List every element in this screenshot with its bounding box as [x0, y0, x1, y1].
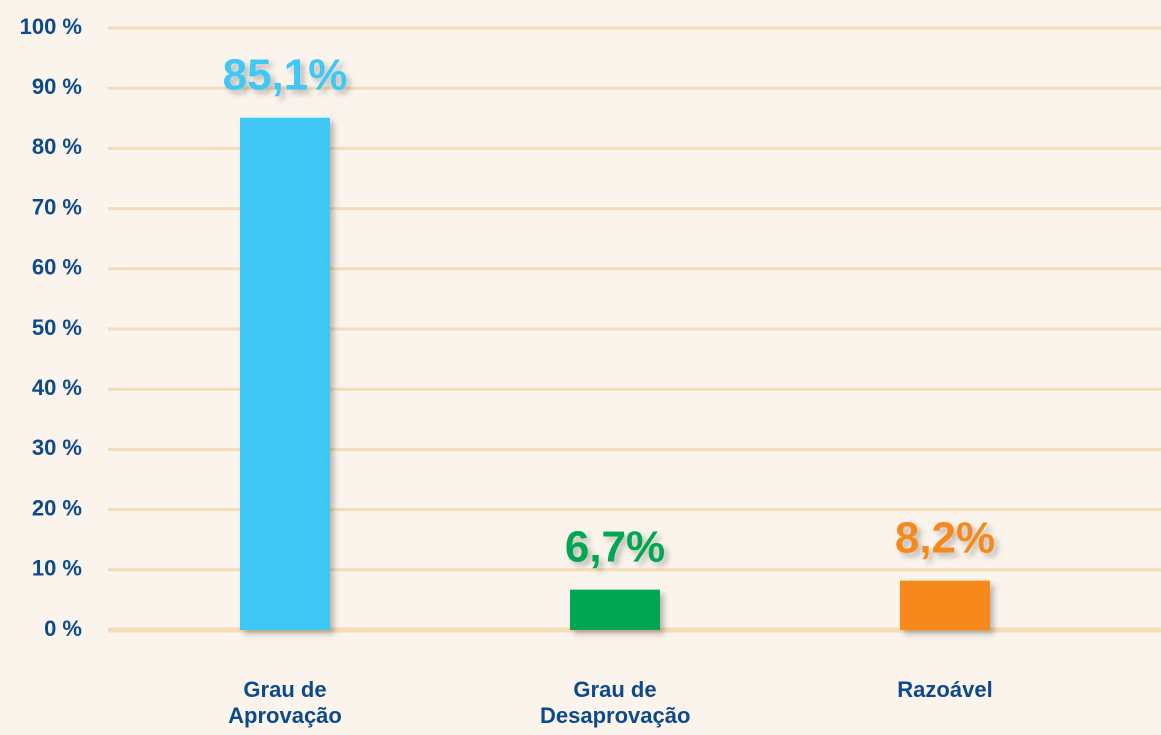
x-tick-label: Grau de Desaprovação: [540, 677, 691, 728]
x-tick-label: Razoável: [897, 677, 993, 702]
y-tick-label: 10 %: [32, 556, 82, 581]
bar: [240, 117, 330, 630]
x-tick-label: Grau de Aprovação: [228, 677, 342, 728]
bar: [570, 589, 660, 630]
y-tick-label: 50 %: [32, 315, 82, 340]
y-tick-label: 0 %: [44, 616, 82, 641]
value-label: 85,1%: [223, 50, 348, 99]
y-tick-label: 70 %: [32, 194, 82, 219]
y-tick-label: 60 %: [32, 255, 82, 280]
y-tick-label: 100 %: [20, 14, 82, 39]
value-label: 8,2%: [895, 513, 995, 562]
y-tick-label: 20 %: [32, 495, 82, 520]
y-tick-label: 80 %: [32, 134, 82, 159]
y-tick-label: 40 %: [32, 375, 82, 400]
bar: [900, 580, 990, 630]
y-tick-label: 90 %: [32, 74, 82, 99]
value-label: 6,7%: [565, 522, 665, 571]
y-tick-label: 30 %: [32, 435, 82, 460]
